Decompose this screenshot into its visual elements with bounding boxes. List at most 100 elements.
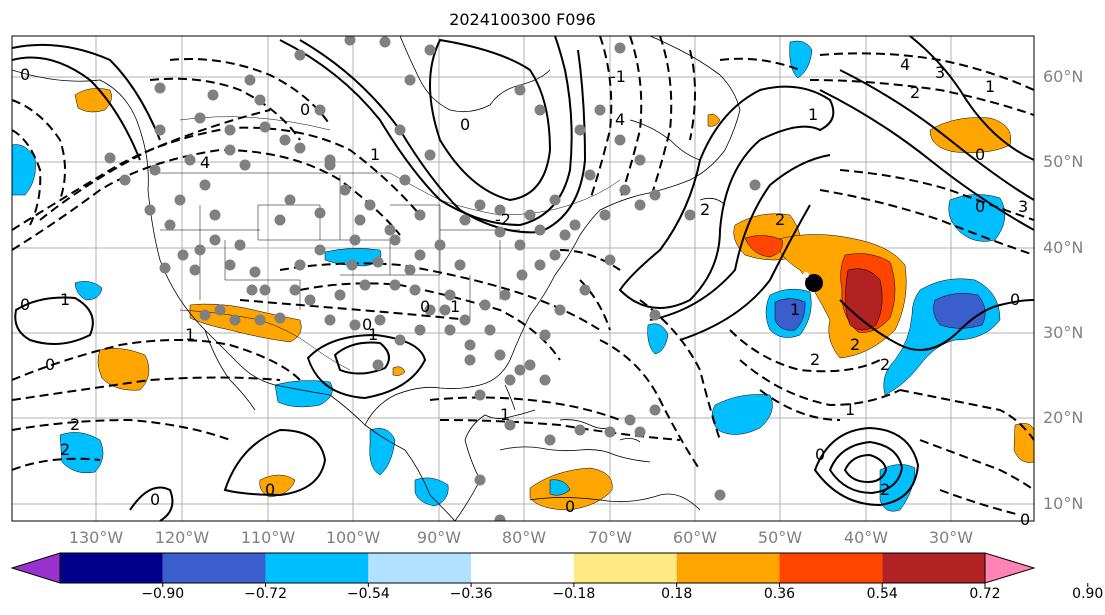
station-dot [259,121,271,133]
station-dot [189,264,201,276]
contour-label: 1 [450,297,460,316]
station-dot [372,359,384,371]
station-dot [459,314,471,326]
negative-anomaly-patch [74,281,103,301]
station-dot [479,299,491,311]
station-dot [379,36,391,48]
colorbar [10,552,1089,587]
contour-label: 2 [910,83,920,102]
contour-label: 1 [985,77,995,96]
longitude-label: 60°W [672,528,718,547]
station-dot [634,154,646,166]
contour-label: -1 [610,67,626,86]
contour-label: 2 [60,440,70,459]
station-dot [514,239,526,251]
positive-anomaly-patch [97,348,150,391]
station-dot [394,334,406,346]
station-dot [254,94,266,106]
negative-anomaly-patch [369,428,396,476]
contour-label: 4 [200,153,210,172]
station-dot [394,124,406,136]
contour-label: 1 [185,325,195,344]
positive-anomaly-patch [744,235,783,258]
contours-solid [12,36,1034,521]
longitude-label: 100°W [325,528,381,547]
latitude-label: 10°N [1043,494,1084,513]
contour-label: 0 [975,197,985,216]
station-dot [349,319,361,331]
contour-label: 0 [565,497,575,516]
station-dot [544,434,556,446]
station-dot [534,104,546,116]
colorbar-extend-high [984,552,1036,584]
station-dot [194,112,206,124]
station-dot [259,284,271,296]
colorbar-tick-label: 0.72 [969,586,1001,602]
contour-label: 0 [460,115,470,134]
station-dot [294,142,306,154]
station-dot [424,44,436,56]
station-dot [459,214,471,226]
station-dot [494,204,506,216]
station-dot [414,249,426,261]
station-dot [194,244,206,256]
station-dot [549,249,561,261]
contour-label: 0 [300,100,310,119]
station-dot [534,224,546,236]
station-dot [304,294,316,306]
station-dot [349,234,361,246]
colorbar-tick-label: −0.54 [346,586,390,602]
latitude-label: 60°N [1043,67,1084,86]
station-dot [539,329,551,341]
colorbar-segment [471,553,574,583]
colorbar-tick-label: 0.90 [1072,586,1104,602]
station-dot [474,474,486,486]
contour-label: 1 [368,325,378,344]
station-dot [574,424,586,436]
station-dot [254,314,266,326]
map-title: 2024100300 F096 [449,10,596,29]
contour-label: 3 [1018,197,1028,216]
station-dot [274,312,286,324]
longitude-label: 40°W [843,528,889,547]
station-dot [604,254,616,266]
station-dot [199,179,211,191]
contour-label: 3 [935,63,945,82]
station-dot [494,226,506,238]
station-dot [504,419,516,431]
station-dot [246,284,258,296]
station-dot [364,199,376,211]
station-dot [474,389,486,401]
station-dot [209,209,221,221]
station-dot [574,124,586,136]
contour-label: 0 [150,490,160,509]
contour-label: 0 [1010,290,1020,309]
station-dot [149,164,161,176]
negative-anomaly-patch [774,298,806,331]
longitude-label: 80°W [501,528,547,547]
station-dot [604,426,616,438]
station-dot [209,234,221,246]
station-dot [159,262,171,274]
negative-anomaly-patch [549,479,571,496]
negative-anomaly-patch [933,293,986,329]
station-dot [339,184,351,196]
latitude-label: 40°N [1043,238,1084,257]
colorbar-segment [162,553,266,583]
contour-label: 1 [790,300,800,319]
station-dot [249,266,261,278]
station-dot [414,209,426,221]
station-dot [514,364,526,376]
positive-anomaly-patch [392,366,406,376]
station-dot [389,279,401,291]
colorbar-outline [59,552,986,584]
station-dot [579,284,591,296]
station-dot [649,309,661,321]
negative-anomaly-patch [12,144,36,196]
station-markers [104,36,761,521]
contour-label: 2 [70,415,80,434]
station-dot [594,104,606,116]
positive-anomaly-patch [707,113,721,127]
contour-label: 0 [420,297,430,316]
